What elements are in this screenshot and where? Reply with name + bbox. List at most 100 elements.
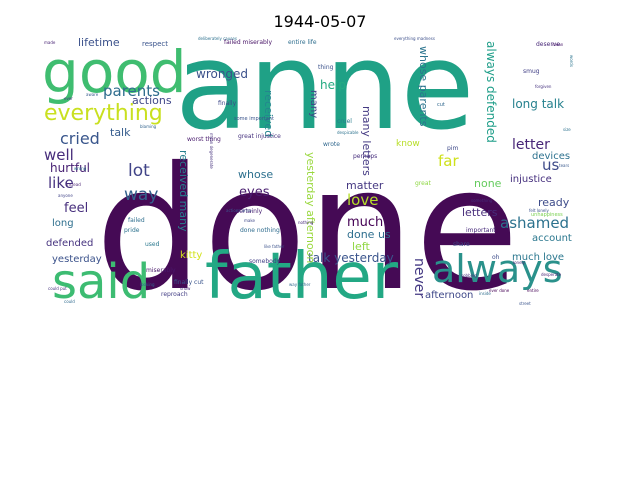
word-ever: ever xyxy=(64,96,73,101)
word-afternoon: afternoon xyxy=(425,290,473,301)
word-inside: inside xyxy=(479,291,491,296)
word-eyes: eyes xyxy=(239,185,270,200)
word-matter: matter xyxy=(346,179,384,192)
word-many: many xyxy=(308,90,319,118)
word-mean: mean xyxy=(552,42,564,47)
word-wronged: wronged xyxy=(196,67,248,81)
word-father: father xyxy=(205,240,399,314)
word-defended: defended xyxy=(46,238,93,249)
word-letters: letters xyxy=(462,206,498,219)
word-failed-miserably: failed miserably xyxy=(224,39,272,46)
word-make: make xyxy=(244,218,256,223)
word-reproach: reproach xyxy=(161,291,188,298)
word-much-love: much love xyxy=(512,252,564,263)
word-looking: looking xyxy=(140,282,155,287)
word-deserve: deserve xyxy=(536,41,560,48)
word-us: us xyxy=(542,156,560,174)
word-good: good xyxy=(42,38,187,106)
word-none: none xyxy=(474,177,502,190)
word-actions: actions xyxy=(132,94,172,107)
word-anyone: anyone xyxy=(58,193,73,198)
word-received-many: received many xyxy=(177,150,190,232)
word-finally: finally xyxy=(218,100,237,107)
word-street: street xyxy=(519,301,531,306)
word-much: much xyxy=(347,215,383,230)
word-whose: whose xyxy=(238,168,273,181)
word-cut: cut xyxy=(437,102,445,108)
word-like: like xyxy=(48,174,74,192)
word-respect: respect xyxy=(142,40,168,48)
word-ashamed: ashamed xyxy=(500,214,569,232)
word-lifetime: lifetime xyxy=(78,36,120,49)
chart-title: 1944-05-07 xyxy=(273,12,367,31)
word-done-nothing: done nothing xyxy=(240,227,280,234)
word-share: share xyxy=(453,241,470,248)
word-unhappiness: unhappiness xyxy=(531,212,563,218)
word-could-put: could put xyxy=(48,286,67,291)
word-something: something xyxy=(471,198,493,203)
word-cried: cried xyxy=(60,129,100,148)
word-far: far xyxy=(438,152,459,170)
word-great-injustice: great injustice xyxy=(238,133,281,140)
word-pride: pride xyxy=(124,227,140,234)
word-nothing: nothing xyxy=(298,220,314,225)
word-everything: everything xyxy=(44,101,163,126)
word-aware: aware xyxy=(86,92,99,97)
word-letter: letter xyxy=(512,137,550,153)
word-everything-madness: everything madness xyxy=(394,36,435,41)
word-wrong: wrong xyxy=(74,166,87,171)
word-desperate: desperate xyxy=(541,272,562,277)
word-never: never xyxy=(411,258,427,298)
word-smug: smug xyxy=(523,68,540,75)
word-many-letters: many letters xyxy=(360,106,373,176)
word-anne: anne xyxy=(175,18,474,157)
word-somebody: somebody xyxy=(249,258,281,265)
word-way: way xyxy=(124,185,158,205)
word-entire-life: entire life xyxy=(288,39,317,46)
word-forgiven: forgiven xyxy=(535,84,552,89)
word-used: used xyxy=(145,241,160,248)
word-despicable: despicable xyxy=(337,130,359,135)
word-deliberately-causes: deliberately causes xyxy=(198,36,237,41)
word-felt-lonely: felt lonely xyxy=(529,208,549,213)
word-certainly: certainly xyxy=(236,208,263,215)
word-love: love xyxy=(347,191,378,209)
word-worst-thing: worst thing xyxy=(187,136,221,143)
word-well: well xyxy=(44,146,74,164)
word-lot: lot xyxy=(128,161,150,181)
word-whose-parents: whose parents xyxy=(417,46,430,127)
word-long: long xyxy=(52,218,74,229)
word-failed: failed xyxy=(128,217,145,224)
word-ever-done: ever done xyxy=(489,288,510,293)
word-blaming: blaming xyxy=(140,124,157,129)
word-injustice: injustice xyxy=(510,174,552,185)
word-done: done xyxy=(95,131,519,329)
word-pim: pim xyxy=(447,145,458,152)
word-know: know xyxy=(396,139,420,149)
word-kitty: kitty xyxy=(180,250,202,261)
word-done-us: done us xyxy=(347,228,391,241)
word-cruel: cruel xyxy=(337,118,352,125)
word-made: made xyxy=(44,40,56,45)
word-yesterday: yesterday xyxy=(52,254,102,265)
word-actions-anne: actions anne xyxy=(226,208,252,213)
word-thing: thing xyxy=(318,64,334,71)
word-received: received xyxy=(262,90,275,137)
word-entire: entire xyxy=(527,288,539,293)
word-like-father: like father xyxy=(264,244,285,249)
word-said: said xyxy=(52,254,150,310)
word-talk-yesterday: talk yesterday xyxy=(308,251,394,265)
word-could: could xyxy=(64,299,75,304)
word-way-father: way father xyxy=(289,282,311,287)
word-sobbing: sobbing xyxy=(461,273,477,278)
word-wrote: wrote xyxy=(323,141,340,148)
word-finally-cut: finally cut xyxy=(174,279,204,286)
word-parents: parents xyxy=(103,82,160,100)
word-long-talk: long talk xyxy=(512,97,564,111)
word-account: account xyxy=(532,233,572,244)
word-devices: devices xyxy=(532,151,570,162)
word-always-defended: always defended xyxy=(484,41,498,143)
word-always: always xyxy=(432,247,563,291)
word-some-important: some important xyxy=(234,116,274,122)
word-oh: oh xyxy=(492,254,500,261)
